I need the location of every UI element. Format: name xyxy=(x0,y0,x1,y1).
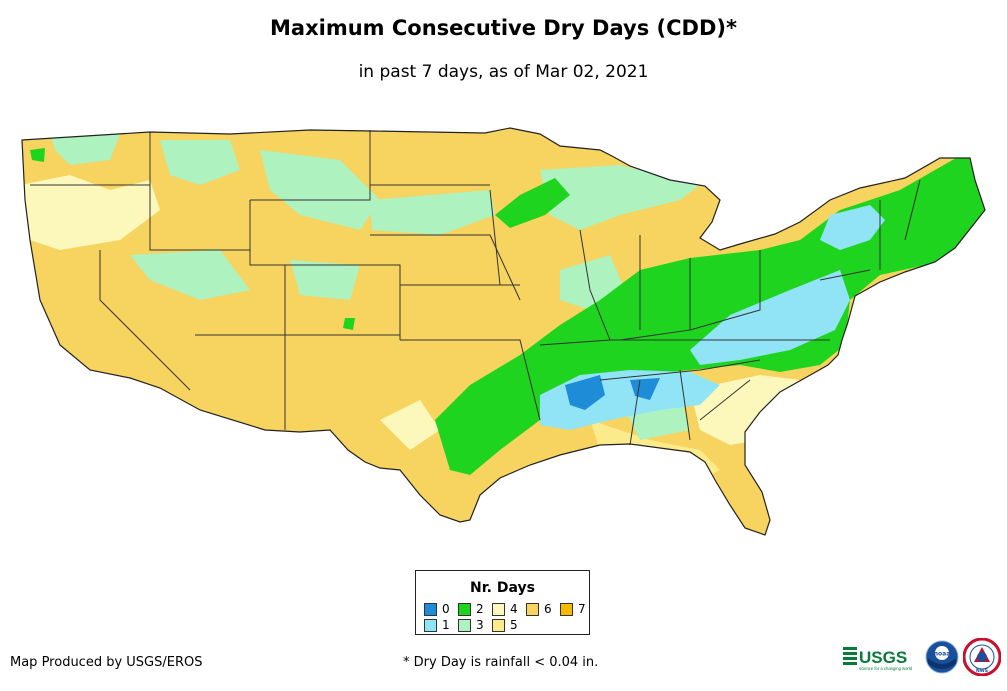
zone-3-utah xyxy=(130,250,250,300)
state-boundaries xyxy=(30,130,921,446)
producer-credit: Map Produced by USGS/EROS xyxy=(10,655,203,670)
dry-day-note: * Dry Day is rainfall < 0.04 in. xyxy=(403,655,599,670)
legend-label: 4 xyxy=(510,602,518,616)
legend-item-4: 4 xyxy=(492,602,518,616)
legend-title: Nr. Days xyxy=(470,580,535,596)
zone-2-patch-co xyxy=(343,318,355,330)
legend-swatch xyxy=(560,602,573,616)
zone-1-newengland xyxy=(820,205,885,250)
zone-3-colorado xyxy=(290,260,360,300)
legend: Nr. Days 0 1 2 3 4 5 6 7 xyxy=(415,570,590,635)
legend-swatch xyxy=(424,602,437,616)
map-subtitle: in past 7 days, as of Mar 02, 2021 xyxy=(358,62,649,82)
zone-3-dakota xyxy=(370,190,495,235)
legend-label: 2 xyxy=(476,602,484,616)
legend-label: 6 xyxy=(544,602,552,616)
map-title: Maximum Consecutive Dry Days (CDD)* xyxy=(270,16,737,40)
noaa-logo-text: noaa xyxy=(934,651,951,658)
legend-item-1: 1 xyxy=(424,618,450,632)
legend-swatch xyxy=(492,618,505,632)
nws-logo: NWS xyxy=(963,638,1001,676)
legend-swatch xyxy=(526,602,539,616)
usgs-logo-text: USGS xyxy=(859,648,907,667)
legend-item-2: 2 xyxy=(458,602,484,616)
legend-item-3: 3 xyxy=(458,618,484,632)
zone-1-appalachia xyxy=(690,270,850,365)
zone-4-texas xyxy=(380,400,440,450)
usgs-tagline: science for a changing world xyxy=(859,666,913,671)
legend-label: 1 xyxy=(442,618,450,632)
legend-swatch xyxy=(424,618,437,632)
zone-4-west xyxy=(22,175,160,250)
usgs-logo: USGS science for a changing world xyxy=(843,647,913,671)
zone-2-patch-wa xyxy=(30,148,45,162)
legend-label: 5 xyxy=(510,618,518,632)
legend-swatch xyxy=(458,602,471,616)
legend-item-6: 6 xyxy=(526,602,552,616)
zone-3-wisconsin xyxy=(540,165,700,230)
legend-label: 3 xyxy=(476,618,484,632)
noaa-logo: noaa xyxy=(925,640,959,674)
legend-swatch xyxy=(492,602,505,616)
legend-item-7: 7 xyxy=(560,602,586,616)
legend-swatch xyxy=(458,618,471,632)
nws-logo-text: NWS xyxy=(976,668,988,674)
legend-label: 0 xyxy=(442,602,450,616)
legend-label: 7 xyxy=(578,602,586,616)
legend-item-0: 0 xyxy=(424,602,450,616)
us-outline xyxy=(21,127,986,536)
zone-3-wyoming xyxy=(260,150,380,230)
zone-2-minnesota xyxy=(495,178,570,228)
zone-3-northwest xyxy=(50,132,120,165)
zone-0-south xyxy=(565,375,605,410)
legend-item-5: 5 xyxy=(492,618,518,632)
zone-3-montana xyxy=(160,140,240,185)
